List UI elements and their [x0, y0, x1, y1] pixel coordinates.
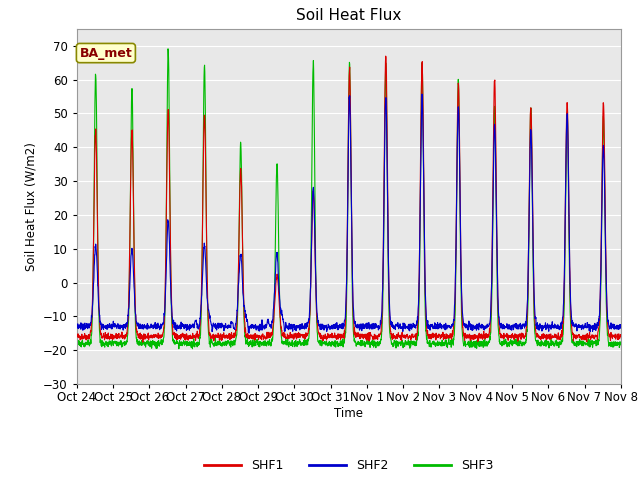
X-axis label: Time: Time — [334, 407, 364, 420]
Title: Soil Heat Flux: Soil Heat Flux — [296, 9, 401, 24]
Legend: SHF1, SHF2, SHF3: SHF1, SHF2, SHF3 — [199, 454, 499, 477]
Text: BA_met: BA_met — [79, 47, 132, 60]
Y-axis label: Soil Heat Flux (W/m2): Soil Heat Flux (W/m2) — [24, 142, 38, 271]
